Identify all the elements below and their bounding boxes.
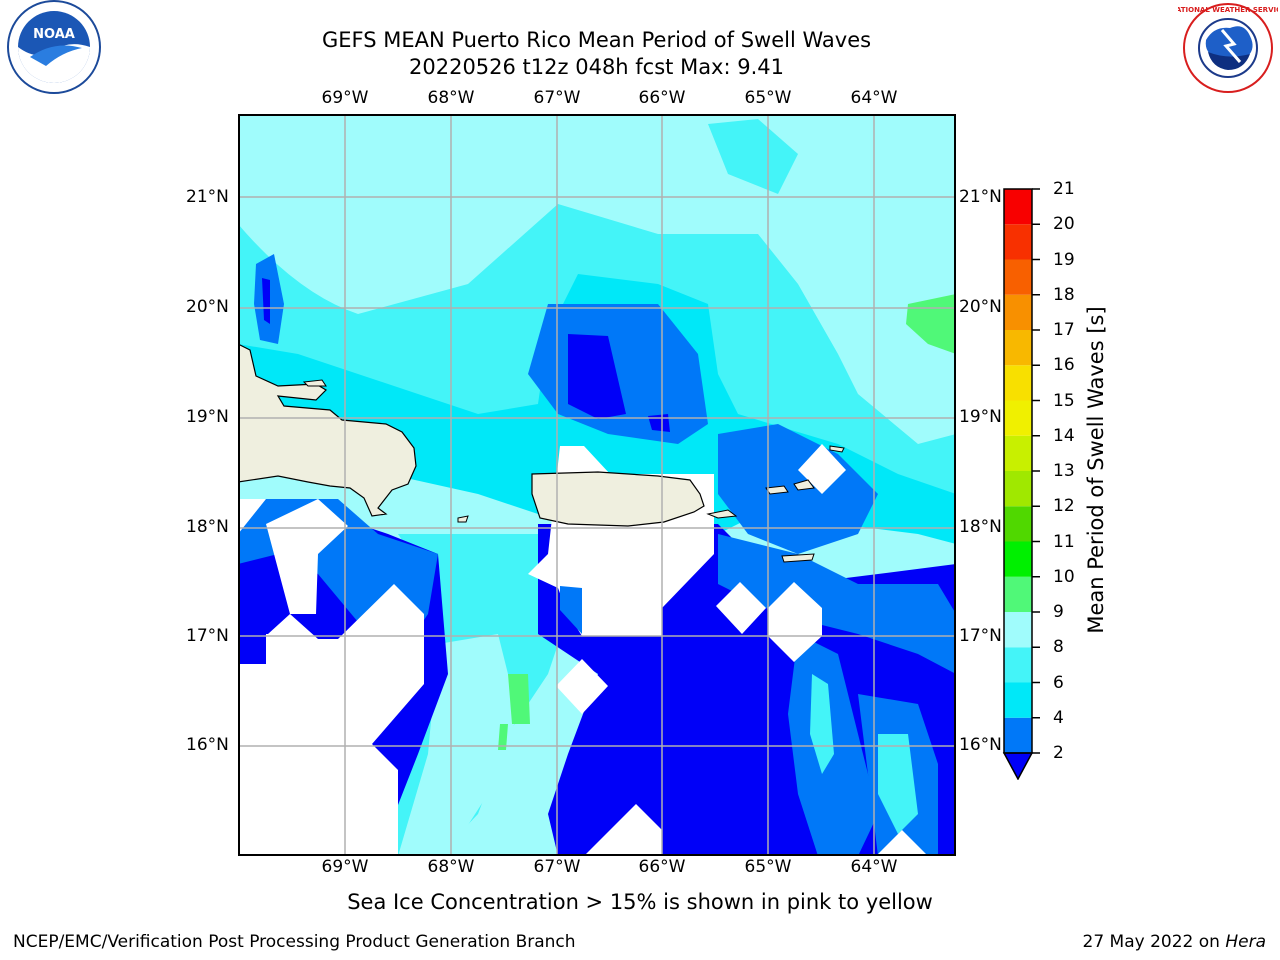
puerto-rico-landmass (531, 471, 705, 527)
lon-label-top: 67°W (533, 88, 581, 108)
lon-label-top: 66°W (638, 88, 686, 108)
footer-host: Hera (1225, 932, 1266, 952)
lon-label-bottom: 65°W (744, 857, 792, 877)
colorbar (1002, 188, 1040, 780)
lon-label-bottom: 64°W (850, 857, 898, 877)
chart-subtitle: 20220526 t12z 048h fcst Max: 9.41 (409, 55, 784, 79)
lon-label-top: 69°W (321, 88, 369, 108)
colorbar-tick-label: 20 (1053, 214, 1075, 235)
lat-label-right: 17°N (959, 626, 1002, 646)
colorbar-segment (1004, 224, 1032, 260)
colorbar-tick-label: 12 (1053, 496, 1075, 517)
lat-label-right: 21°N (959, 187, 1002, 207)
colorbar-segment (1004, 189, 1032, 225)
colorbar-tick-label: 13 (1053, 461, 1075, 481)
colorbar-tick-label: 4 (1053, 707, 1064, 728)
colorbar-segment (1004, 576, 1032, 612)
lat-label-left: 17°N (186, 626, 229, 646)
colorbar-tick-label: 15 (1053, 390, 1075, 411)
lon-label-top: 65°W (744, 88, 792, 108)
nws-logo-text: NATIONAL WEATHER SERVICE (1178, 6, 1278, 14)
colorbar-tick-label: 9 (1053, 602, 1064, 622)
lat-label-right: 19°N (959, 407, 1002, 427)
lon-label-bottom: 67°W (533, 857, 581, 877)
colorbar-segment (1004, 365, 1032, 401)
lon-label-top: 64°W (850, 88, 898, 108)
colorbar-segment (1004, 682, 1032, 718)
colorbar-label: Mean Period of Swell Waves [s] (1084, 306, 1108, 634)
noaa-logo: NOAA (7, 0, 101, 94)
colorbar-tick-label: 11 (1053, 531, 1075, 552)
colorbar-segment (1004, 330, 1032, 366)
lat-label-left: 16°N (186, 735, 229, 755)
lat-label-right: 20°N (959, 297, 1002, 317)
colorbar-segment (1004, 259, 1032, 295)
map-plot (238, 114, 956, 856)
colorbar-tick-label: 19 (1053, 249, 1075, 270)
sea-ice-note: Sea Ice Concentration > 15% is shown in … (347, 890, 933, 914)
colorbar-segment (1004, 612, 1032, 648)
colorbar-tick-label: 8 (1053, 637, 1064, 658)
lon-label-bottom: 66°W (638, 857, 686, 877)
noaa-logo-text: NOAA (33, 27, 75, 42)
footer-date-text: 27 May 2022 on (1082, 932, 1220, 952)
lat-label-right: 18°N (959, 517, 1002, 537)
colorbar-tick-label: 2 (1053, 743, 1064, 763)
lat-label-right: 16°N (959, 735, 1002, 755)
lat-label-left: 18°N (186, 517, 229, 537)
colorbar-segment (1004, 435, 1032, 471)
lat-label-left: 19°N (186, 407, 229, 427)
lat-label-left: 20°N (186, 297, 229, 317)
colorbar-segment (1004, 294, 1032, 330)
lat-label-left: 21°N (186, 187, 229, 207)
colorbar-segment (1004, 647, 1032, 683)
colorbar-tick-label: 17 (1053, 320, 1075, 340)
chart-title: GEFS MEAN Puerto Rico Mean Period of Swe… (321, 28, 872, 52)
colorbar-segment (1004, 471, 1032, 507)
nws-logo: NATIONAL WEATHER SERVICE (1178, 3, 1278, 93)
lon-label-bottom: 69°W (321, 857, 369, 877)
lon-label-bottom: 68°W (427, 857, 475, 877)
colorbar-tick-label: 21 (1053, 179, 1075, 199)
colorbar-segment (1004, 541, 1032, 577)
colorbar-tick-label: 14 (1053, 425, 1075, 446)
footer-date: 27 May 2022 on Hera (1083, 932, 1267, 952)
colorbar-tick-label: 16 (1053, 355, 1075, 376)
colorbar-tick-label: 10 (1053, 566, 1075, 587)
colorbar-tick-label: 18 (1053, 284, 1075, 305)
colorbar-segment (1004, 717, 1032, 753)
colorbar-segment (1004, 400, 1032, 436)
colorbar-extend-arrow (1002, 752, 1034, 780)
footer-credit: NCEP/EMC/Verification Post Processing Pr… (13, 932, 576, 952)
lon-label-top: 68°W (427, 88, 475, 108)
colorbar-segment (1004, 506, 1032, 542)
colorbar-tick-label: 6 (1053, 672, 1064, 693)
